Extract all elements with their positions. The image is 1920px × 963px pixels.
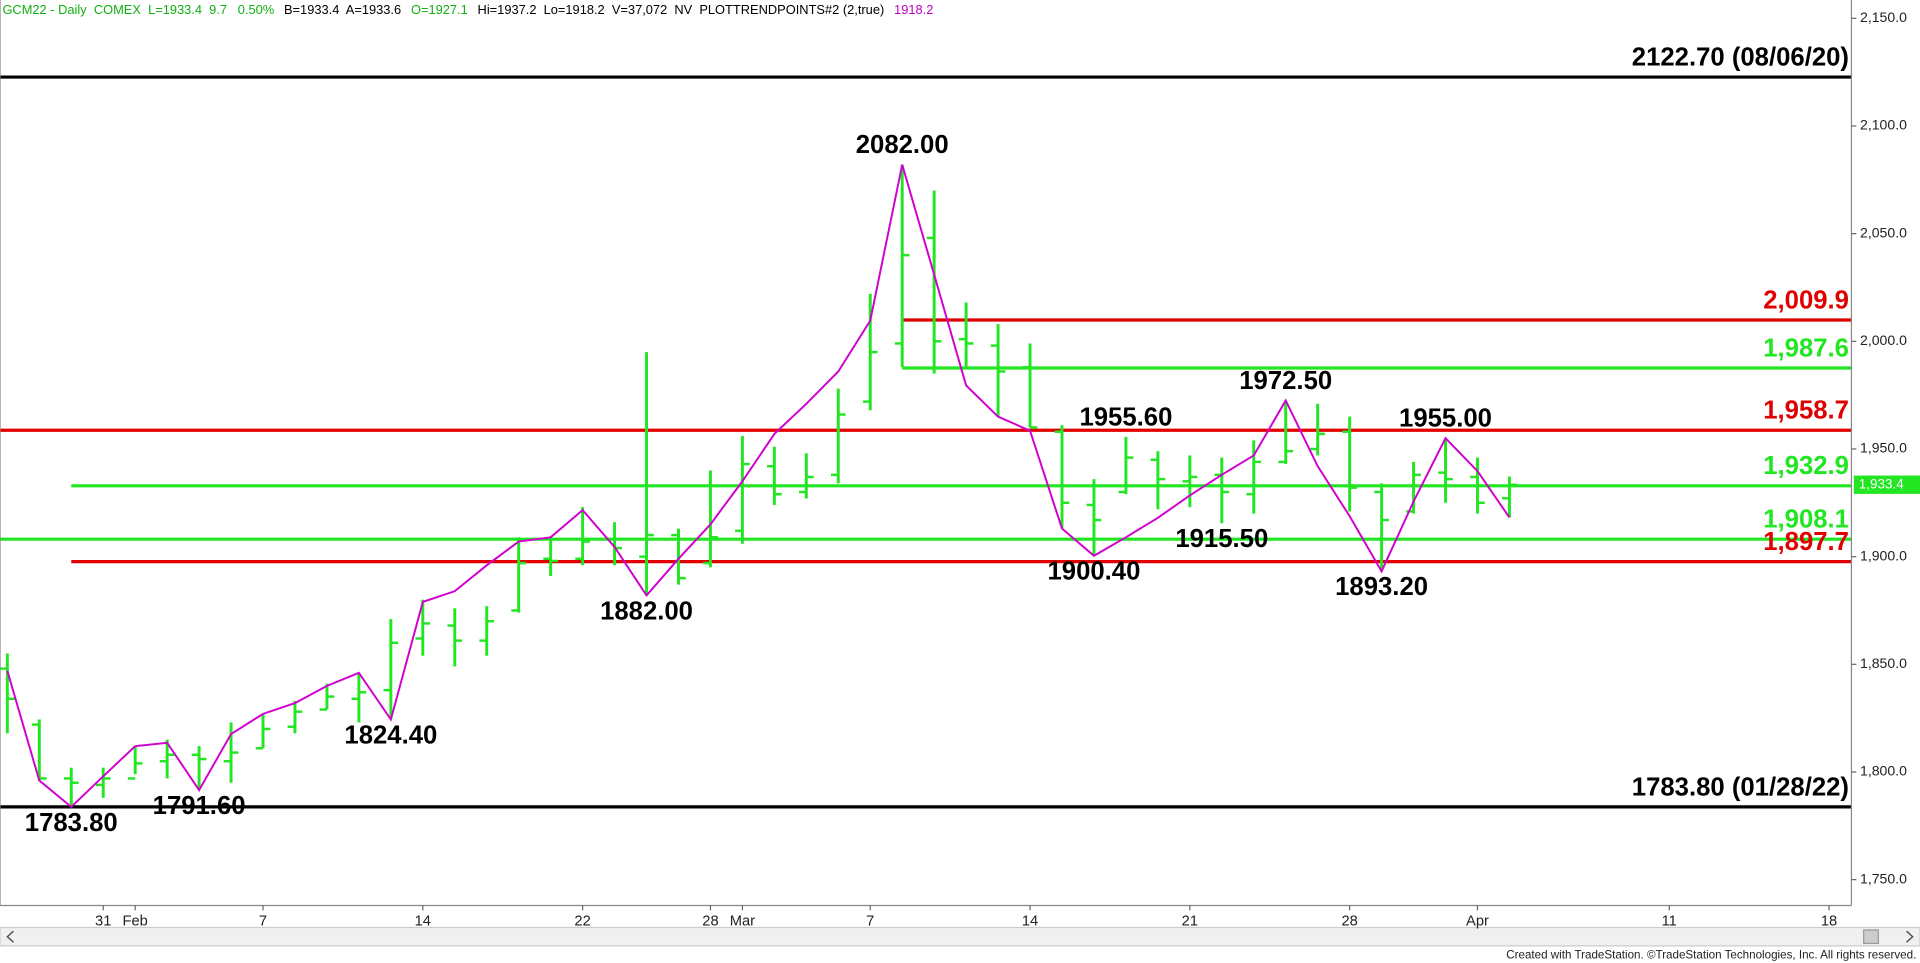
scroll-right[interactable] xyxy=(1906,930,1914,943)
y-tick-label: 2,050.0 xyxy=(1860,224,1907,240)
level-label: 1,897.7 xyxy=(1763,528,1849,556)
x-tick-label: Apr xyxy=(1466,913,1489,929)
pivot-label: 1955.60 xyxy=(1079,403,1172,431)
plot-area: 2122.70 (08/06/20) 2,009.9 1,987.6 1,958.7 1… xyxy=(0,44,1852,837)
x-tick-label: 14 xyxy=(1022,913,1038,929)
y-tick-label: 2,150.0 xyxy=(1860,9,1907,25)
header-field: 1918.2 xyxy=(894,2,933,17)
scrollbar[interactable] xyxy=(0,926,1920,947)
header-field: B=1933.4 A=1933.6 xyxy=(284,2,401,17)
header-field: GCM22 - Daily COMEX L=1933.4 9.7 0.50% xyxy=(2,2,274,17)
y-tick-label: 1,850.0 xyxy=(1860,655,1907,671)
scroll-thumb[interactable] xyxy=(1863,929,1879,945)
x-tick-label: Feb xyxy=(123,913,148,929)
pivot-label: 1824.40 xyxy=(344,721,437,749)
x-tick-label: 18 xyxy=(1821,913,1837,929)
x-tick-label: 21 xyxy=(1182,913,1198,929)
y-tick-label: 1,750.0 xyxy=(1860,870,1907,886)
pivot-label: 1783.80 xyxy=(25,809,118,837)
pivot-label: 1900.40 xyxy=(1048,558,1141,586)
footer: Created with TradeStation. ©TradeStation… xyxy=(1506,949,1916,962)
x-tick-label: 28 xyxy=(1341,913,1357,929)
pivot-label: 1893.20 xyxy=(1335,573,1428,601)
last-price-label: 1,933.4 xyxy=(1859,476,1904,491)
level-label: 1,932.9 xyxy=(1763,452,1849,480)
level-label: 1,987.6 xyxy=(1763,334,1849,362)
pivot-label: 1955.00 xyxy=(1399,405,1492,433)
x-tick-label: 7 xyxy=(259,913,267,929)
pivot-label: 1791.60 xyxy=(153,792,246,820)
last-price-box xyxy=(1853,475,1920,494)
level-label: 2,009.9 xyxy=(1763,286,1849,314)
header-field: O=1927.1 xyxy=(411,2,468,17)
x-tick-label: 7 xyxy=(866,913,874,929)
x-tick-label: 31 xyxy=(95,913,111,929)
x-tick-label: Mar xyxy=(730,913,755,929)
level-label: 1,908.1 xyxy=(1763,506,1849,534)
level-label: 1783.80 (01/28/22) xyxy=(1632,773,1849,801)
x-tick-label: 11 xyxy=(1662,913,1677,929)
y-tick-label: 1,800.0 xyxy=(1860,763,1907,779)
pivot-label: 2082.00 xyxy=(856,131,949,159)
y-tick-label: 1,900.0 xyxy=(1860,547,1907,563)
trend-line xyxy=(6,164,1511,809)
x-tick-label: 28 xyxy=(702,913,718,929)
y-tick-label: 2,100.0 xyxy=(1860,117,1907,133)
pivot-label: 1972.50 xyxy=(1239,367,1332,395)
y-tick-label: 1,950.0 xyxy=(1860,440,1907,456)
x-tick-label: 22 xyxy=(574,913,590,929)
pivot-label: 1915.50 xyxy=(1175,525,1268,553)
chart-header: GCM22 - Daily COMEX L=1933.4 9.7 0.50% B=… xyxy=(2,2,933,17)
scroll-left[interactable] xyxy=(6,930,14,943)
header-field: Hi=1937.2 Lo=1918.2 V=37,072 NV PLOTTREN… xyxy=(478,2,885,17)
level-label: 1,958.7 xyxy=(1763,397,1849,425)
x-tick-label: 14 xyxy=(415,913,431,929)
y-tick-label: 2,000.0 xyxy=(1860,332,1907,348)
pivot-label: 1882.00 xyxy=(600,597,693,625)
level-label: 2122.70 (08/06/20) xyxy=(1632,44,1849,72)
